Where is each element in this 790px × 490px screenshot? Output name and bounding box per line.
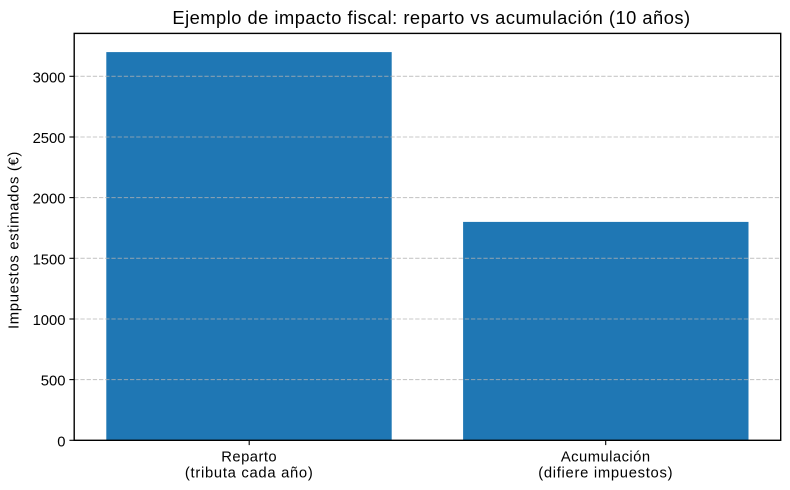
svg-text:2500: 2500	[33, 131, 66, 147]
svg-text:3000: 3000	[33, 70, 66, 86]
svg-text:(difiere impuestos): (difiere impuestos)	[538, 465, 673, 481]
svg-text:1000: 1000	[33, 313, 66, 329]
svg-text:2000: 2000	[33, 192, 66, 208]
svg-text:Reparto: Reparto	[221, 449, 277, 465]
svg-text:Acumulación: Acumulación	[561, 449, 651, 465]
svg-text:1500: 1500	[33, 252, 66, 268]
svg-text:0: 0	[57, 434, 65, 450]
svg-text:(tributa cada año): (tributa cada año)	[185, 465, 314, 481]
svg-text:Ejemplo de impacto fiscal: rep: Ejemplo de impacto fiscal: reparto vs ac…	[172, 7, 690, 28]
svg-text:Impuestos estimados (€): Impuestos estimados (€)	[7, 151, 23, 329]
svg-text:500: 500	[41, 374, 66, 390]
